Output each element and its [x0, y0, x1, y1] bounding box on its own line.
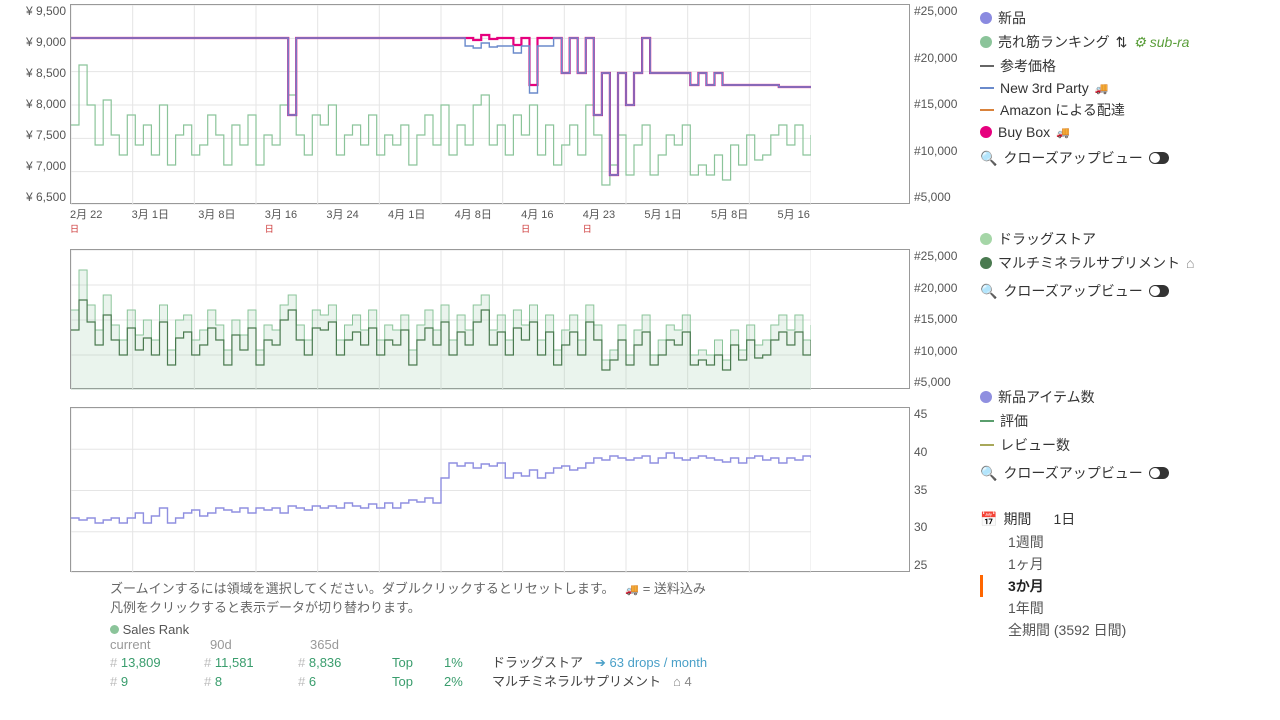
stats-col-365d: 365d	[310, 637, 380, 652]
dot-marker	[980, 233, 992, 245]
legend-item[interactable]: レビュー数	[980, 433, 1270, 457]
subranks-link[interactable]: ⚙ sub-ra	[1133, 34, 1189, 51]
legend-item[interactable]: Buy Box 🚚	[980, 122, 1270, 142]
toggle-icon	[1149, 467, 1169, 479]
drops-link[interactable]: ➔ 63 drops / month	[595, 655, 707, 671]
dash-marker	[980, 109, 994, 111]
legend-item[interactable]: マルチミネラルサプリメント ⌂	[980, 251, 1270, 275]
legend-item[interactable]: 参考価格	[980, 54, 1270, 78]
sort-icon: ⇅	[1116, 34, 1128, 51]
period-option[interactable]: 1ヶ月	[980, 553, 1270, 575]
dot-marker	[980, 126, 992, 138]
closeup-toggle-3[interactable]: 🔍 クローズアップビュー	[980, 457, 1270, 497]
magnify-icon: 🔍	[980, 150, 997, 167]
calendar-icon: 📅	[980, 511, 997, 528]
legend-label: レビュー数	[1000, 435, 1070, 455]
truck-icon: 🚚	[1056, 126, 1070, 139]
legend-label: 新品	[998, 8, 1026, 28]
magnify-icon: 🔍	[980, 465, 997, 482]
legend-label: 評価	[1000, 411, 1028, 431]
tree-icon: ⌂	[1186, 255, 1194, 271]
closeup-toggle-1[interactable]: 🔍 クローズアップビュー	[980, 142, 1270, 182]
period-option[interactable]: 1年間	[980, 597, 1270, 619]
stats-row: # 13,809# 11,581# 8,836Top1%ドラッグストア ➔ 63…	[110, 652, 970, 671]
legend-label: Buy Box	[998, 124, 1050, 140]
period-option[interactable]: 3か月	[980, 575, 1270, 597]
toggle-icon	[1149, 285, 1169, 297]
footer-help: ズームインするには領域を選択してください。ダブルクリックするとリセットします。 …	[110, 578, 970, 616]
toggle-icon	[1149, 152, 1169, 164]
legend-label: New 3rd Party	[1000, 80, 1089, 96]
truck-icon: 🚚	[625, 584, 639, 596]
legend-label: 売れ筋ランキング	[998, 32, 1110, 52]
legend-item[interactable]: 新品	[980, 6, 1270, 30]
dash-marker	[980, 65, 994, 67]
closeup-toggle-2[interactable]: 🔍 クローズアップビュー	[980, 275, 1270, 315]
dash-marker	[980, 420, 994, 422]
stats-row: # 9# 8# 6Top2%マルチミネラルサプリメント ⌂ 4	[110, 671, 970, 690]
legend-item[interactable]: 新品アイテム数	[980, 385, 1270, 409]
dot-marker	[980, 36, 992, 48]
legend-item[interactable]: New 3rd Party 🚚	[980, 78, 1270, 98]
stats-col-90d: 90d	[210, 637, 280, 652]
period-label: 📅 期間 1日	[980, 507, 1270, 531]
legend-label: 参考価格	[1000, 56, 1056, 76]
legend-item[interactable]: Amazon による配達	[980, 98, 1270, 122]
legend-item[interactable]: 売れ筋ランキング ⇅ ⚙ sub-ra	[980, 30, 1270, 54]
legend-item[interactable]: 評価	[980, 409, 1270, 433]
dash-marker	[980, 87, 994, 89]
legend-label: マルチミネラルサプリメント	[998, 253, 1180, 273]
dot-marker	[980, 12, 992, 24]
legend-label: 新品アイテム数	[998, 387, 1095, 407]
dot-marker	[980, 391, 992, 403]
period-option[interactable]: 1週間	[980, 531, 1270, 553]
dot-marker	[980, 257, 992, 269]
dash-marker	[980, 444, 994, 446]
stats-col-current: current	[110, 637, 180, 652]
stats-title: Sales Rank	[110, 622, 970, 637]
magnify-icon: 🔍	[980, 283, 997, 300]
truck-icon: 🚚	[1095, 82, 1109, 95]
period-option[interactable]: 全期間 (3592 日間)	[980, 619, 1270, 641]
legend-label: Amazon による配達	[1000, 100, 1125, 120]
legend-label: ドラッグストア	[998, 229, 1096, 249]
legend-item[interactable]: ドラッグストア	[980, 227, 1270, 251]
